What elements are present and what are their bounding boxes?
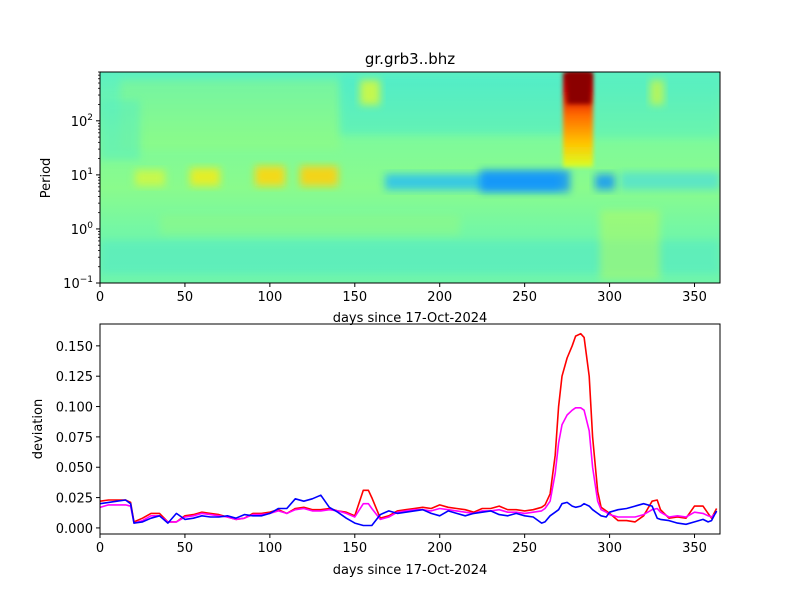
deviation-ytick-label: 0.025 bbox=[56, 492, 93, 507]
chart-title: gr.grb3..bhz bbox=[365, 50, 455, 68]
deviation-xtick-label: 200 bbox=[427, 541, 452, 556]
spectrogram-xtick-label: 150 bbox=[342, 290, 367, 305]
deviation-xtick-label: 300 bbox=[597, 541, 622, 556]
spectrogram-xtick-label: 350 bbox=[682, 290, 707, 305]
spectrogram-ytick-label: 101 bbox=[71, 167, 93, 184]
deviation-xtick-label: 350 bbox=[682, 541, 707, 556]
spectrogram-ytick-label: 10−1 bbox=[63, 275, 93, 292]
spectrogram-panel: gr.grb3..bhz bbox=[39, 50, 721, 326]
spectrogram-xtick-label: 50 bbox=[177, 290, 194, 305]
deviation-lines bbox=[100, 332, 718, 527]
spectrogram-xtick-label: 100 bbox=[257, 290, 282, 305]
deviation-xtick-label: 250 bbox=[512, 541, 537, 556]
deviation-xtick-label: 0 bbox=[96, 541, 104, 556]
spectrogram-axes: 0 50 100 150 200 250 300 350 10−1 100 101 102 bbox=[63, 71, 707, 305]
deviation-ytick-label: 0.075 bbox=[56, 431, 93, 446]
deviation-series-line-3 bbox=[100, 494, 718, 527]
deviation-ytick-label: 0.100 bbox=[56, 401, 93, 416]
spectrogram-ytick-label: 102 bbox=[71, 113, 93, 130]
deviation-series-line-1 bbox=[100, 332, 718, 523]
spectrogram-ylabel: Period bbox=[39, 158, 54, 199]
spectrogram-xtick-label: 250 bbox=[512, 290, 537, 305]
deviation-ylabel: deviation bbox=[31, 399, 46, 459]
deviation-panel: 0 50 100 150 200 250 300 350 0.000 0.025 0.050 0.07… bbox=[31, 323, 721, 578]
deviation-ytick-label: 0.150 bbox=[56, 340, 93, 355]
spectrogram-image bbox=[100, 72, 720, 283]
spectrogram-xtick-label: 300 bbox=[597, 290, 622, 305]
spectrogram-xtick-label: 200 bbox=[427, 290, 452, 305]
spectrogram-xtick-label: 0 bbox=[96, 290, 104, 305]
deviation-ytick-label: 0.050 bbox=[56, 461, 93, 476]
deviation-ytick-label: 0.000 bbox=[56, 522, 93, 537]
deviation-axes: 0 50 100 150 200 250 300 350 0.000 0.025 0.050 0.07… bbox=[56, 340, 707, 556]
deviation-frame bbox=[99, 323, 721, 535]
deviation-xlabel: days since 17-Oct-2024 bbox=[333, 563, 488, 578]
deviation-xtick-label: 150 bbox=[342, 541, 367, 556]
deviation-ytick-label: 0.125 bbox=[56, 370, 93, 385]
spectrogram-xlabel: days since 17-Oct-2024 bbox=[333, 311, 488, 326]
deviation-xtick-label: 100 bbox=[257, 541, 282, 556]
deviation-series-line-2 bbox=[100, 406, 718, 524]
deviation-xtick-label: 50 bbox=[177, 541, 194, 556]
spectrogram-ytick-label: 100 bbox=[71, 221, 94, 238]
